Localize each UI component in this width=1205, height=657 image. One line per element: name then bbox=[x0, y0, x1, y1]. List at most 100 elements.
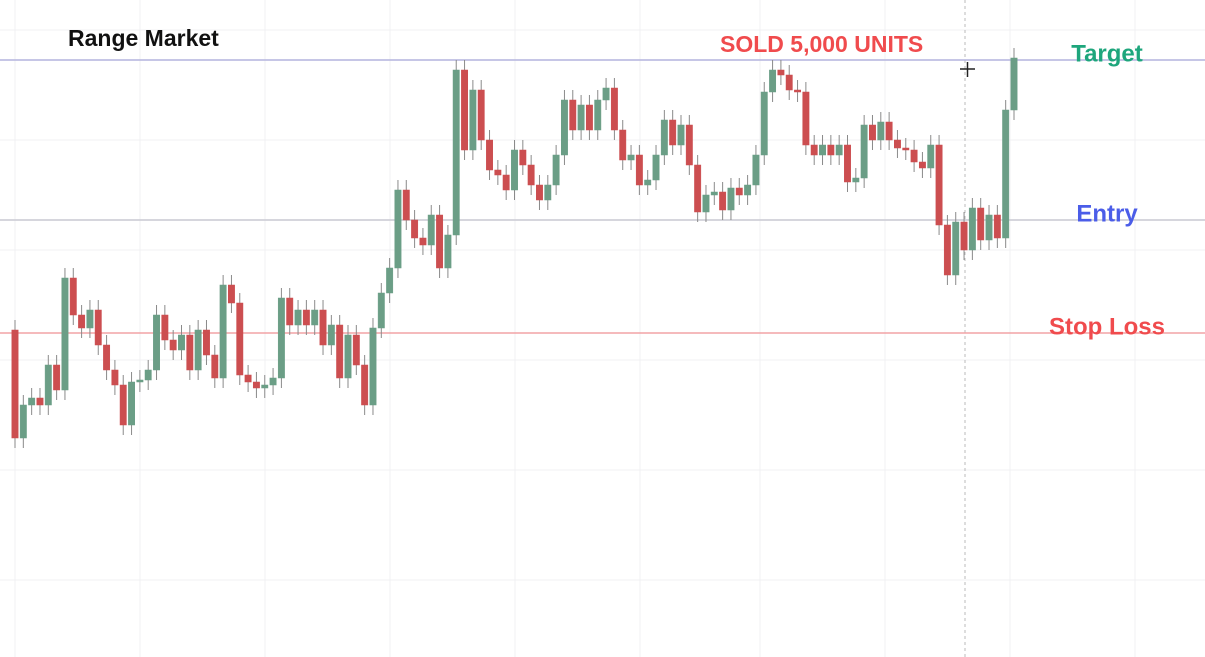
candle-body bbox=[777, 69, 785, 76]
candle-body bbox=[11, 329, 19, 439]
candle-body bbox=[635, 154, 643, 186]
candle-body bbox=[336, 324, 344, 379]
candle-body bbox=[860, 124, 868, 179]
candle-body bbox=[477, 89, 485, 141]
candle-body bbox=[619, 129, 627, 161]
candle-body bbox=[735, 187, 743, 196]
candle-body bbox=[760, 91, 768, 156]
candles bbox=[11, 48, 1018, 448]
candle-body bbox=[844, 144, 851, 183]
candle-body bbox=[877, 121, 885, 141]
candle-body bbox=[894, 139, 901, 149]
candle-body bbox=[1002, 109, 1010, 239]
candle-body bbox=[461, 69, 469, 151]
candle-body bbox=[993, 214, 1001, 239]
candle-body bbox=[427, 214, 435, 246]
candle-body bbox=[444, 234, 452, 269]
candle-body bbox=[361, 364, 369, 406]
level-label: Entry bbox=[1076, 200, 1138, 227]
candle-body bbox=[469, 89, 477, 151]
candle-body bbox=[61, 277, 69, 391]
candle-body bbox=[203, 329, 210, 356]
candle-body bbox=[402, 189, 410, 221]
annotation: SOLD 5,000 UNITS bbox=[720, 31, 923, 57]
candle-body bbox=[486, 139, 493, 171]
candle-body bbox=[710, 191, 718, 196]
candle-body bbox=[802, 91, 810, 146]
candle-body bbox=[702, 194, 710, 213]
candle-body bbox=[544, 184, 552, 201]
candle-body bbox=[194, 329, 202, 371]
candle-body bbox=[502, 174, 510, 191]
level-label: Stop Loss bbox=[1049, 313, 1165, 340]
candle-body bbox=[769, 69, 777, 93]
candle-body bbox=[602, 87, 610, 101]
candle-body bbox=[178, 334, 185, 351]
candle-body bbox=[411, 219, 419, 239]
candle-body bbox=[527, 164, 535, 186]
candle-body bbox=[819, 144, 826, 156]
candle-body bbox=[585, 104, 593, 131]
candle-body bbox=[794, 89, 801, 93]
candle-body bbox=[153, 314, 160, 371]
candle-body bbox=[918, 161, 926, 169]
candle-body bbox=[810, 144, 818, 156]
candle-body bbox=[610, 87, 618, 131]
candle-body bbox=[552, 154, 560, 186]
candle-body bbox=[302, 309, 310, 326]
candle-body bbox=[952, 221, 960, 276]
candle-body bbox=[186, 334, 194, 371]
candle-body bbox=[910, 149, 918, 163]
candle-body bbox=[685, 124, 693, 166]
candle-body bbox=[311, 309, 319, 326]
candle-body bbox=[369, 327, 377, 406]
candle-body bbox=[719, 191, 727, 211]
levels: Target Entry Stop Loss bbox=[0, 40, 1205, 340]
candle-body bbox=[627, 154, 635, 161]
candle-body bbox=[644, 179, 652, 186]
candle-body bbox=[752, 154, 760, 186]
candle-body bbox=[277, 297, 285, 379]
candle-body bbox=[561, 99, 568, 156]
candle-body bbox=[236, 302, 244, 376]
candle-body bbox=[169, 339, 177, 351]
candle-body bbox=[827, 144, 835, 156]
candle-body bbox=[211, 354, 219, 379]
candle-body bbox=[269, 377, 277, 386]
candle-body bbox=[885, 121, 893, 141]
candle-body bbox=[727, 187, 735, 211]
candle-body bbox=[869, 124, 876, 141]
candle-body bbox=[985, 214, 993, 241]
candle-body bbox=[161, 314, 169, 341]
candle-body bbox=[694, 164, 702, 213]
chart-title: Range Market bbox=[68, 25, 219, 51]
candle-body bbox=[935, 144, 943, 226]
candle-body bbox=[228, 284, 235, 304]
candle-body bbox=[144, 369, 152, 381]
candle-body bbox=[319, 309, 327, 346]
candle-body bbox=[53, 364, 61, 391]
candle-body bbox=[968, 207, 976, 251]
candle-body bbox=[286, 297, 294, 326]
candle-body bbox=[394, 189, 402, 269]
candle-body bbox=[452, 69, 460, 236]
candle-body bbox=[660, 119, 668, 156]
candle-body bbox=[69, 277, 77, 316]
candle-body bbox=[852, 177, 860, 183]
candle-body bbox=[927, 144, 935, 169]
candle-body bbox=[943, 224, 951, 276]
candle-body bbox=[536, 184, 543, 201]
candle-body bbox=[669, 119, 677, 146]
candle-body bbox=[136, 379, 144, 383]
candle-body bbox=[377, 292, 385, 329]
candle-body bbox=[219, 284, 227, 379]
candle-body bbox=[78, 314, 86, 329]
candle-body bbox=[436, 214, 444, 269]
candle-body bbox=[977, 207, 985, 241]
candle-body bbox=[577, 104, 585, 131]
candle-body bbox=[128, 381, 136, 426]
candle-body bbox=[261, 384, 269, 389]
